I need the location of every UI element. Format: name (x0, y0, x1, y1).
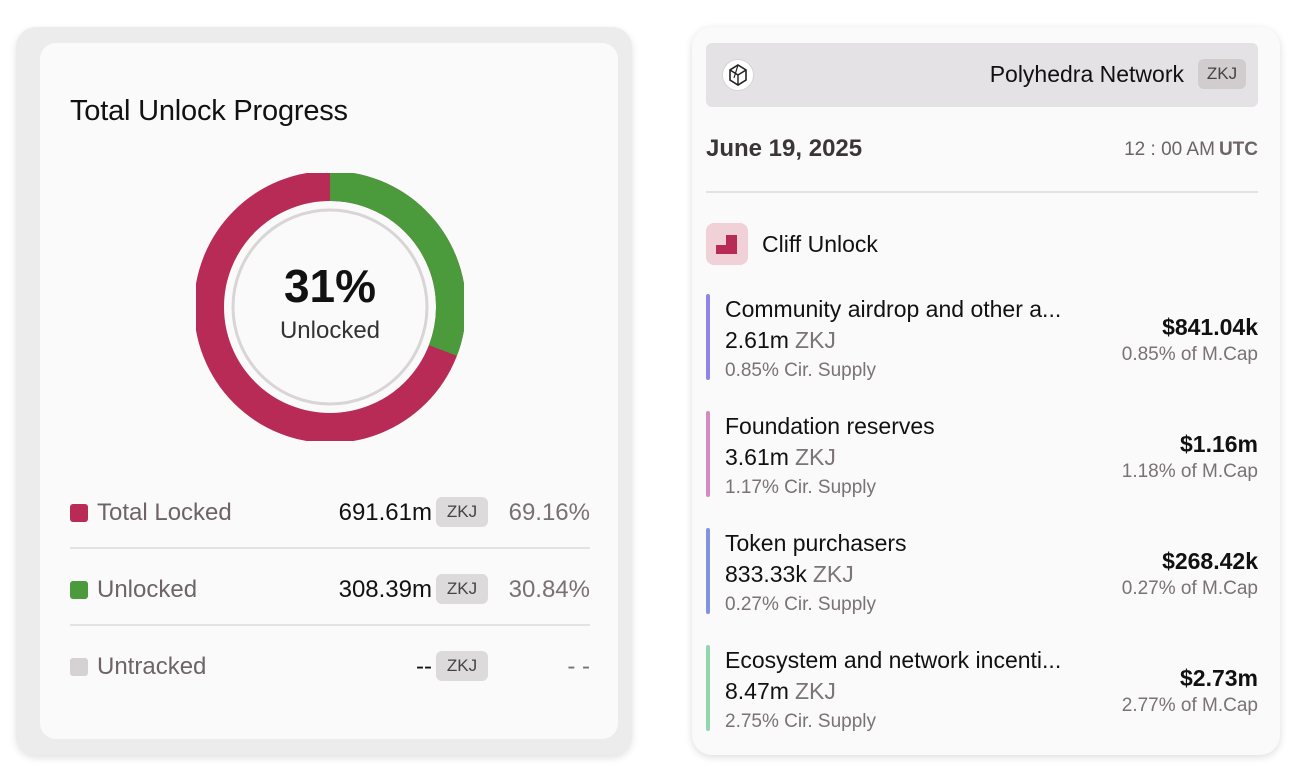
divider (70, 624, 590, 626)
token-badge: ZKJ (436, 497, 488, 527)
polyhedra-logo-icon (722, 59, 754, 91)
allocation-color-bar (706, 294, 710, 380)
divider (706, 191, 1258, 193)
allocation-amount: 3.61m ZKJ (725, 444, 836, 470)
allocation-item[interactable]: Foundation reserves 3.61m ZKJ 1.17% Cir. … (706, 411, 1258, 498)
allocation-name: Ecosystem and network incenti... (725, 647, 1062, 673)
time-value: 12 : 00 AM (1124, 139, 1215, 160)
allocation-amount: 2.61m ZKJ (725, 327, 836, 353)
stat-label: Total Locked (97, 499, 232, 526)
stat-percent: - - (567, 653, 590, 680)
allocation-mcap: 2.77% of M.Cap (1121, 695, 1258, 716)
allocation-mcap: 0.85% of M.Cap (1121, 344, 1258, 365)
unlock-time: 12 : 00 AM UTC (1124, 139, 1258, 161)
allocation-name: Token purchasers (725, 530, 907, 556)
allocation-name: Community airdrop and other a... (725, 296, 1062, 322)
allocation-name: Foundation reserves (725, 413, 935, 439)
stat-value: -- (416, 653, 432, 680)
donut-label: Unlocked (279, 317, 381, 344)
stat-row-locked: Total Locked 691.61m ZKJ 69.16% (70, 493, 590, 533)
token-badge: ZKJ (436, 574, 488, 604)
allocation-supply: 0.85% Cir. Supply (725, 360, 877, 381)
allocation-supply: 1.17% Cir. Supply (725, 477, 877, 498)
allocation-color-bar (706, 645, 710, 731)
unlock-date: June 19, 2025 (706, 135, 863, 162)
allocation-supply: 0.27% Cir. Supply (725, 594, 877, 615)
project-header[interactable]: Polyhedra Network ZKJ (706, 43, 1258, 107)
token-badge: ZKJ (1198, 59, 1246, 89)
stat-row-untracked: Untracked -- ZKJ - - (70, 647, 590, 687)
donut-unlocked-arc (196, 173, 464, 441)
stat-value: 308.39m (338, 576, 432, 603)
allocation-usd: $1.16m (1179, 431, 1258, 457)
stat-label: Unlocked (97, 576, 198, 603)
stat-label: Untracked (97, 653, 207, 680)
allocation-supply: 2.75% Cir. Supply (725, 711, 877, 732)
donut-inner-ring (231, 208, 429, 406)
allocation-color-bar (706, 411, 710, 497)
allocation-usd: $841.04k (1162, 314, 1258, 340)
unlock-progress-card: Total Unlock Progress 31% Unlocked Total… (16, 27, 632, 755)
allocation-amount: 833.33k ZKJ (725, 561, 854, 587)
stat-row-unlocked: Unlocked 308.39m ZKJ 30.84% (70, 570, 590, 610)
cliff-unlock-icon (706, 223, 748, 265)
token-badge: ZKJ (436, 651, 488, 681)
stat-percent: 30.84% (508, 576, 590, 603)
stat-percent: 69.16% (508, 499, 590, 526)
stat-value: 691.61m (338, 499, 432, 526)
unlock-type: Cliff Unlock (762, 231, 878, 257)
allocation-color-bar (706, 528, 710, 614)
timezone: UTC (1218, 139, 1258, 160)
unlocked-swatch (70, 581, 88, 599)
unlock-progress-panel: Total Unlock Progress 31% Unlocked Total… (40, 43, 618, 739)
allocation-mcap: 1.18% of M.Cap (1121, 461, 1258, 482)
untracked-swatch (70, 658, 88, 676)
unlock-donut-chart (196, 173, 464, 441)
card-title: Total Unlock Progress (70, 95, 348, 127)
allocation-usd: $268.42k (1162, 548, 1258, 574)
locked-swatch (70, 504, 88, 522)
allocation-item[interactable]: Community airdrop and other a... 2.61m ZK… (706, 294, 1258, 381)
allocation-mcap: 0.27% of M.Cap (1121, 578, 1258, 599)
allocation-usd: $2.73m (1179, 665, 1258, 691)
allocation-item[interactable]: Token purchasers 833.33k ZKJ 0.27% Cir. S… (706, 528, 1258, 615)
allocation-item[interactable]: Ecosystem and network incenti... 8.47m ZK… (706, 645, 1258, 732)
allocation-amount: 8.47m ZKJ (725, 678, 836, 704)
project-name: Polyhedra Network (989, 61, 1184, 87)
unlock-event-card[interactable]: Polyhedra Network ZKJ June 19, 2025 12 :… (692, 27, 1280, 755)
divider (70, 547, 590, 549)
donut-percent: 31% (283, 260, 377, 312)
